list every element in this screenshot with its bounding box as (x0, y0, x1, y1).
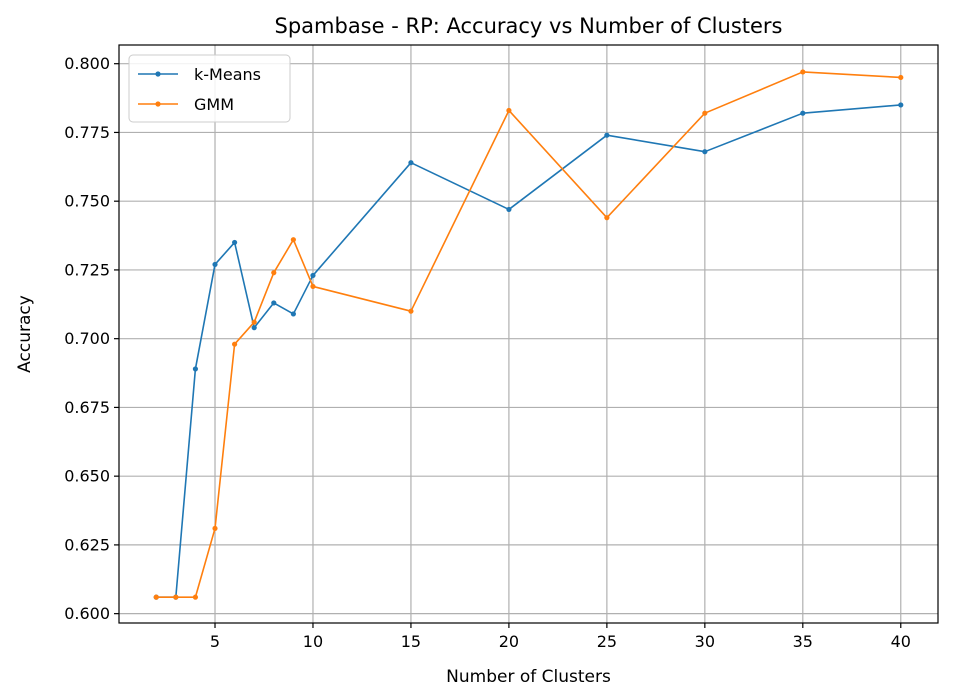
data-point-k-means (898, 102, 904, 108)
x-tick-label: 5 (210, 632, 220, 651)
ticks: 5 10 15 20 25 30 35 40 0.600 0.625 0.650 0.675 0.700… (64, 54, 911, 651)
data-point-k-means (212, 261, 218, 268)
x-tick-label: 35 (793, 632, 813, 651)
data-point-gmm (251, 319, 257, 325)
x-tick-label: 30 (695, 632, 715, 651)
data-point-k-means (702, 149, 708, 155)
y-tick-label: 0.800 (64, 54, 110, 73)
y-tick-label: 0.675 (64, 398, 110, 417)
data-point-k-means (251, 325, 257, 331)
data-point-k-means (604, 132, 610, 138)
series-line-k-means (156, 104, 901, 598)
y-tick-label: 0.750 (64, 192, 110, 211)
y-tick-label: 0.725 (64, 260, 110, 279)
data-point-gmm (290, 237, 296, 243)
y-tick-label: 0.625 (64, 535, 110, 554)
data-point-k-means (271, 300, 277, 306)
data-point-gmm (408, 308, 414, 314)
data-point-k-means (310, 272, 316, 279)
x-tick-label: 10 (303, 632, 323, 651)
data-point-gmm (604, 215, 610, 221)
x-tick-label: 20 (499, 632, 519, 651)
legend-label-gmm: GMM (194, 95, 234, 114)
legend-marker-gmm (155, 101, 161, 107)
legend-box (128, 54, 291, 123)
series-layer (153, 69, 904, 600)
data-point-gmm (310, 283, 316, 290)
data-point-gmm (212, 525, 218, 532)
data-point-k-means (408, 160, 414, 166)
legend-label-kmeans: k-Means (194, 65, 261, 84)
data-point-k-means (800, 110, 806, 116)
series-line-gmm (156, 71, 901, 598)
data-point-gmm (192, 594, 199, 600)
data-point-gmm (271, 270, 277, 276)
data-point-gmm (506, 107, 512, 114)
data-point-gmm (898, 74, 904, 81)
data-point-gmm (173, 594, 179, 600)
x-tick-label: 40 (891, 632, 911, 651)
data-point-gmm (232, 341, 238, 347)
legend-marker-kmeans (155, 71, 161, 77)
data-point-k-means (506, 206, 512, 213)
y-tick-label: 0.700 (64, 329, 110, 348)
x-tick-label: 25 (597, 632, 617, 651)
legend: k-Means GMM (128, 54, 291, 123)
y-axis-label: Accuracy (15, 295, 35, 373)
data-point-gmm (153, 594, 159, 600)
x-axis-label: Number of Clusters (446, 667, 611, 687)
data-point-k-means (290, 311, 296, 317)
chart-title: Spambase - RP: Accuracy vs Number of Clu… (275, 14, 783, 38)
y-tick-label: 0.775 (64, 123, 110, 142)
data-point-k-means (232, 239, 238, 246)
data-point-k-means (192, 366, 199, 372)
x-tick-label: 15 (401, 632, 421, 651)
data-point-gmm (702, 110, 708, 116)
y-tick-label: 0.600 (64, 604, 110, 623)
grid (119, 45, 938, 623)
data-point-gmm (800, 69, 806, 75)
y-tick-label: 0.650 (64, 467, 110, 486)
plot-frame (118, 44, 939, 624)
